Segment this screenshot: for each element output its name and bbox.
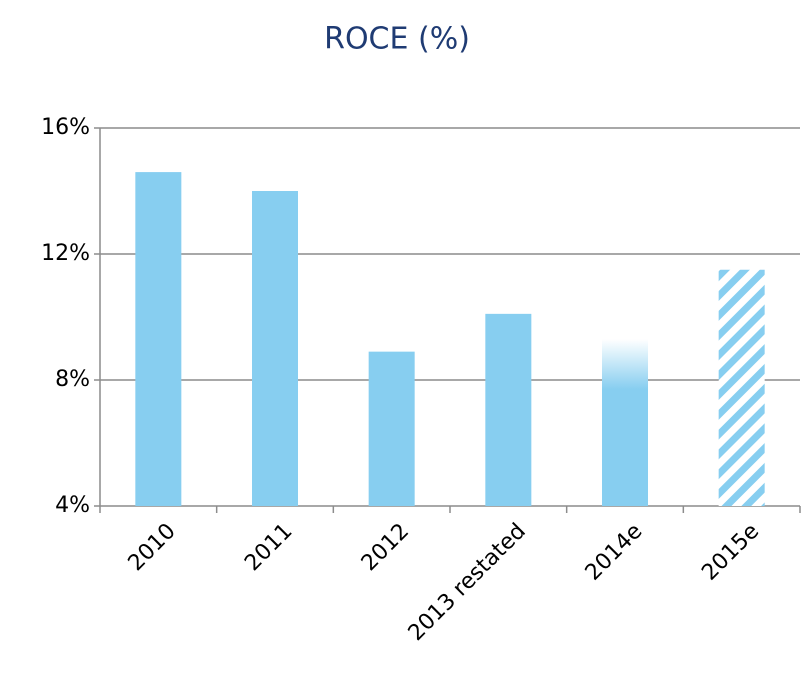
x-tick-label: 2010 [124, 519, 181, 576]
x-tick-label: 2011 [240, 519, 297, 576]
bar [252, 191, 298, 506]
bar [718, 269, 765, 506]
y-tick-label: 12% [41, 241, 90, 266]
x-tick-label: 2012 [357, 519, 414, 576]
bar [602, 339, 648, 506]
bar [368, 351, 415, 506]
y-tick-label: 16% [41, 115, 90, 140]
chart-title: ROCE (%) [324, 22, 470, 57]
y-tick-label: 4% [55, 493, 90, 518]
y-tick-label: 8% [55, 367, 90, 392]
x-tick-label: 2014e [581, 519, 648, 586]
bar [485, 313, 532, 506]
x-tick-label: 2015e [697, 519, 764, 586]
bar [135, 172, 182, 506]
x-tick-label: 2013 restated [404, 519, 531, 646]
